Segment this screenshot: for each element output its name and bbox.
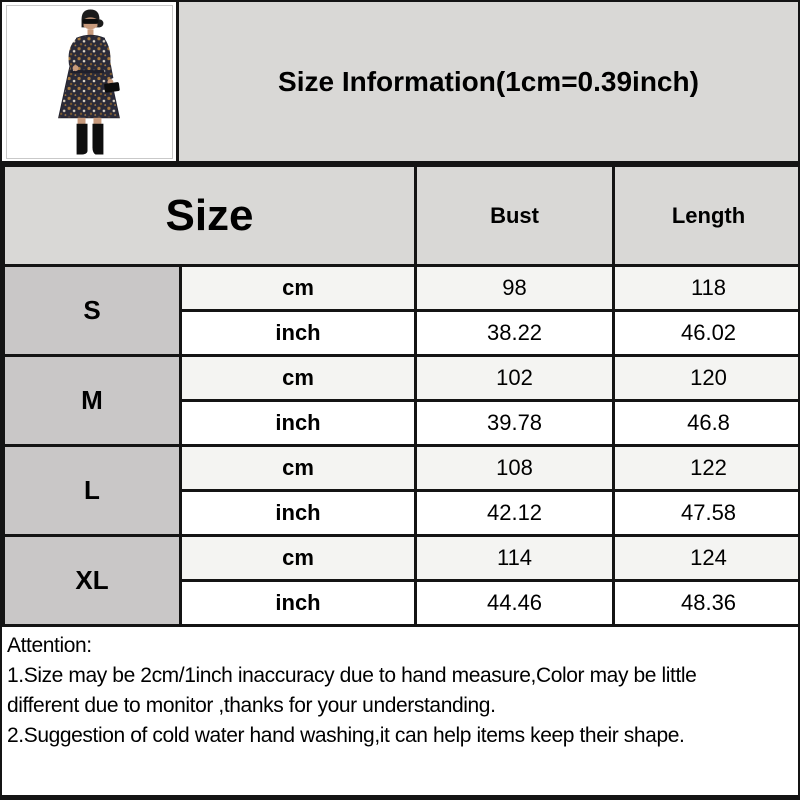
bust-value: 44.46 [414,579,616,627]
table-row: L cm 108 122 [2,444,798,537]
attention-heading: Attention: [7,634,92,657]
unit-label-cm: cm [178,534,418,582]
attention-line: 2.Suggestion of cold water hand washing,… [7,724,685,747]
unit-label-cm: cm [178,264,418,312]
size-label-m: M [2,354,182,447]
attention-line: different due to monitor ,thanks for you… [7,694,496,717]
length-value: 118 [612,264,798,312]
bust-value: 38.22 [414,309,616,357]
unit-label-inch: inch [178,579,418,627]
bust-value: 102 [414,354,616,402]
attention-section: Attention: 1.Size may be 2cm/1inch inacc… [2,627,798,795]
waist-tie [70,69,108,73]
bust-value: 42.12 [414,489,616,537]
bust-value: 114 [414,534,616,582]
product-photo-panel [2,2,179,161]
column-header-length: Length [612,164,798,267]
left-boot [76,123,88,155]
unit-label-inch: inch [178,399,418,447]
header-banner: Size Information(1cm=0.39inch) [2,2,798,164]
length-value: 47.58 [612,489,798,537]
title-banner: Size Information(1cm=0.39inch) [179,2,798,161]
length-value: 122 [612,444,798,492]
unit-label-inch: inch [178,489,418,537]
length-value: 46.8 [612,399,798,447]
length-value: 46.02 [612,309,798,357]
table-row: inch 44.46 48.36 [4,579,798,627]
length-value: 124 [612,534,798,582]
table-row: inch 38.22 46.02 [4,309,798,357]
length-value: 120 [612,354,798,402]
dress-model-illustration [57,8,120,155]
bust-value: 108 [414,444,616,492]
product-photo [5,4,173,159]
unit-label-inch: inch [178,309,418,357]
left-leg [77,117,86,128]
size-table: Size Bust Length S cm 98 118 inch 38.22 … [2,164,798,627]
table-row: inch 42.12 47.58 [4,489,798,537]
unit-label-cm: cm [178,354,418,402]
table-row: inch 39.78 46.8 [4,399,798,447]
neck [87,28,93,36]
clutch-bag [103,81,120,93]
right-sleeve [100,37,113,81]
page-title: Size Information(1cm=0.39inch) [278,65,699,97]
bust-value: 39.78 [414,399,616,447]
column-header-size: Size [2,164,418,267]
right-leg [92,117,101,128]
size-label-l: L [2,444,182,537]
bust-value: 98 [414,264,616,312]
table-row: XL cm 114 124 [2,534,798,627]
attention-line: 1.Size may be 2cm/1inch inaccuracy due t… [7,664,697,687]
table-header-row: Size Bust Length [2,164,798,267]
left-sleeve [68,37,81,71]
table-row: S cm 98 118 [2,264,798,357]
column-header-bust: Bust [414,164,616,267]
length-value: 48.36 [612,579,798,627]
unit-label-cm: cm [178,444,418,492]
size-label-s: S [2,264,182,357]
table-row: M cm 102 120 [2,354,798,447]
size-label-xl: XL [2,534,182,627]
right-boot [91,123,103,155]
sunglasses-icon [82,18,98,24]
left-hand [72,64,79,71]
